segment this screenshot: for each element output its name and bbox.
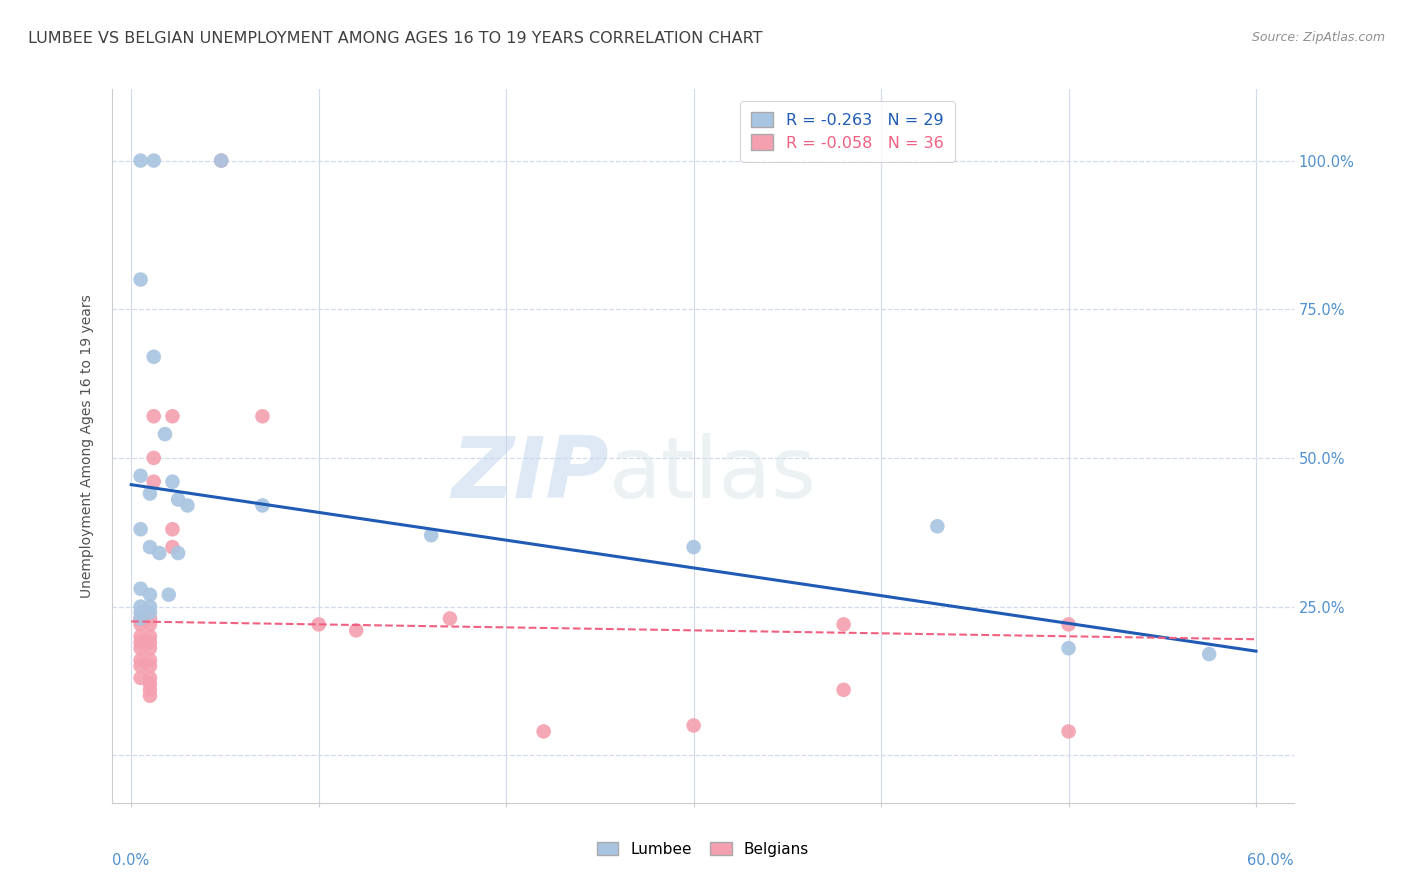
Point (209, 153, 232, 168)
Point (129, 641, 152, 656)
Point (142, 475, 165, 489)
Point (129, 611, 152, 625)
Point (153, 427, 176, 442)
Point (129, 606, 152, 620)
Point (139, 677, 162, 691)
Point (139, 689, 162, 703)
Point (157, 588, 180, 602)
Point (139, 641, 162, 656)
Point (129, 635, 152, 649)
Point (1198, 647, 1220, 661)
Point (927, 519, 949, 533)
Point (139, 599, 162, 614)
Text: ZIP: ZIP (451, 433, 609, 516)
Text: 60.0%: 60.0% (1247, 853, 1294, 868)
Point (167, 492, 190, 507)
Point (129, 153, 152, 168)
Point (832, 682, 855, 697)
Point (167, 546, 190, 560)
Point (139, 671, 162, 685)
Text: 0.0%: 0.0% (112, 853, 149, 868)
Point (252, 499, 274, 513)
Point (252, 409, 274, 424)
Point (129, 272, 152, 286)
Point (162, 475, 184, 489)
Legend: Lumbee, Belgians: Lumbee, Belgians (591, 836, 815, 863)
Point (142, 409, 165, 424)
Point (139, 629, 162, 643)
Point (139, 486, 162, 500)
Point (129, 659, 152, 673)
Point (142, 153, 165, 168)
Point (344, 624, 367, 638)
Point (1057, 724, 1080, 739)
Point (308, 617, 330, 632)
Point (129, 653, 152, 667)
Point (148, 546, 170, 560)
Point (162, 540, 184, 554)
Point (682, 718, 704, 732)
Point (139, 606, 162, 620)
Point (139, 617, 162, 632)
Point (129, 522, 152, 536)
Point (139, 611, 162, 625)
Y-axis label: Unemployment Among Ages 16 to 19 years: Unemployment Among Ages 16 to 19 years (80, 294, 94, 598)
Point (139, 540, 162, 554)
Point (832, 617, 855, 632)
Point (162, 409, 184, 424)
Point (139, 588, 162, 602)
Point (533, 724, 555, 739)
Text: LUMBEE VS BELGIAN UNEMPLOYMENT AMONG AGES 16 TO 19 YEARS CORRELATION CHART: LUMBEE VS BELGIAN UNEMPLOYMENT AMONG AGE… (28, 31, 762, 46)
Point (129, 671, 152, 685)
Point (139, 659, 162, 673)
Point (129, 617, 152, 632)
Point (129, 468, 152, 483)
Point (139, 635, 162, 649)
Point (139, 653, 162, 667)
Point (1057, 617, 1080, 632)
Point (420, 528, 443, 542)
Point (142, 450, 165, 465)
Point (129, 611, 152, 625)
Text: Source: ZipAtlas.com: Source: ZipAtlas.com (1251, 31, 1385, 45)
Text: atlas: atlas (609, 433, 817, 516)
Point (139, 682, 162, 697)
Point (439, 611, 461, 625)
Point (129, 629, 152, 643)
Point (129, 599, 152, 614)
Point (1057, 641, 1080, 656)
Point (176, 499, 198, 513)
Point (209, 153, 232, 168)
Point (142, 350, 165, 364)
Point (162, 522, 184, 536)
Point (682, 540, 704, 554)
Point (129, 582, 152, 596)
